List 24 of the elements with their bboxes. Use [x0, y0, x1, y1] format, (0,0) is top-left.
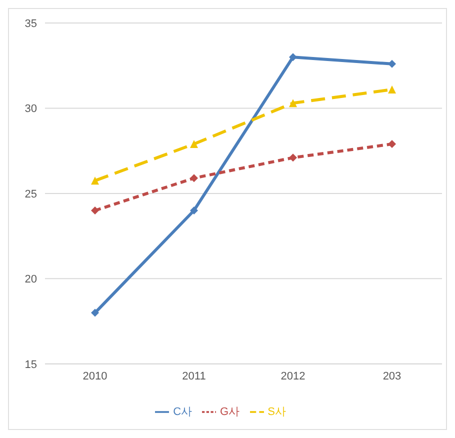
- point: [190, 206, 198, 214]
- point: [289, 99, 297, 108]
- x-tick-label: 203: [382, 370, 402, 383]
- legend-label: C사: [173, 406, 192, 418]
- point: [388, 85, 396, 94]
- y-tick-label: 15: [24, 358, 37, 371]
- point: [289, 154, 297, 162]
- point: [388, 140, 396, 148]
- x-tick-label: 2012: [280, 370, 306, 383]
- point: [190, 140, 198, 148]
- y-tick-label: 20: [24, 274, 37, 286]
- point: [289, 53, 297, 62]
- point: [91, 206, 99, 214]
- point: [388, 60, 396, 68]
- y-tick-label: 35: [24, 18, 37, 30]
- legend-label: S사: [268, 406, 286, 418]
- point: [91, 308, 99, 317]
- y-tick-label: 25: [24, 188, 37, 200]
- point: [91, 176, 99, 185]
- y-tick-label: 30: [24, 103, 37, 116]
- point: [190, 174, 198, 182]
- x-tick-label: 2010: [82, 370, 108, 383]
- x-tick-label: 2011: [182, 370, 206, 383]
- legend-label: G사: [220, 406, 240, 418]
